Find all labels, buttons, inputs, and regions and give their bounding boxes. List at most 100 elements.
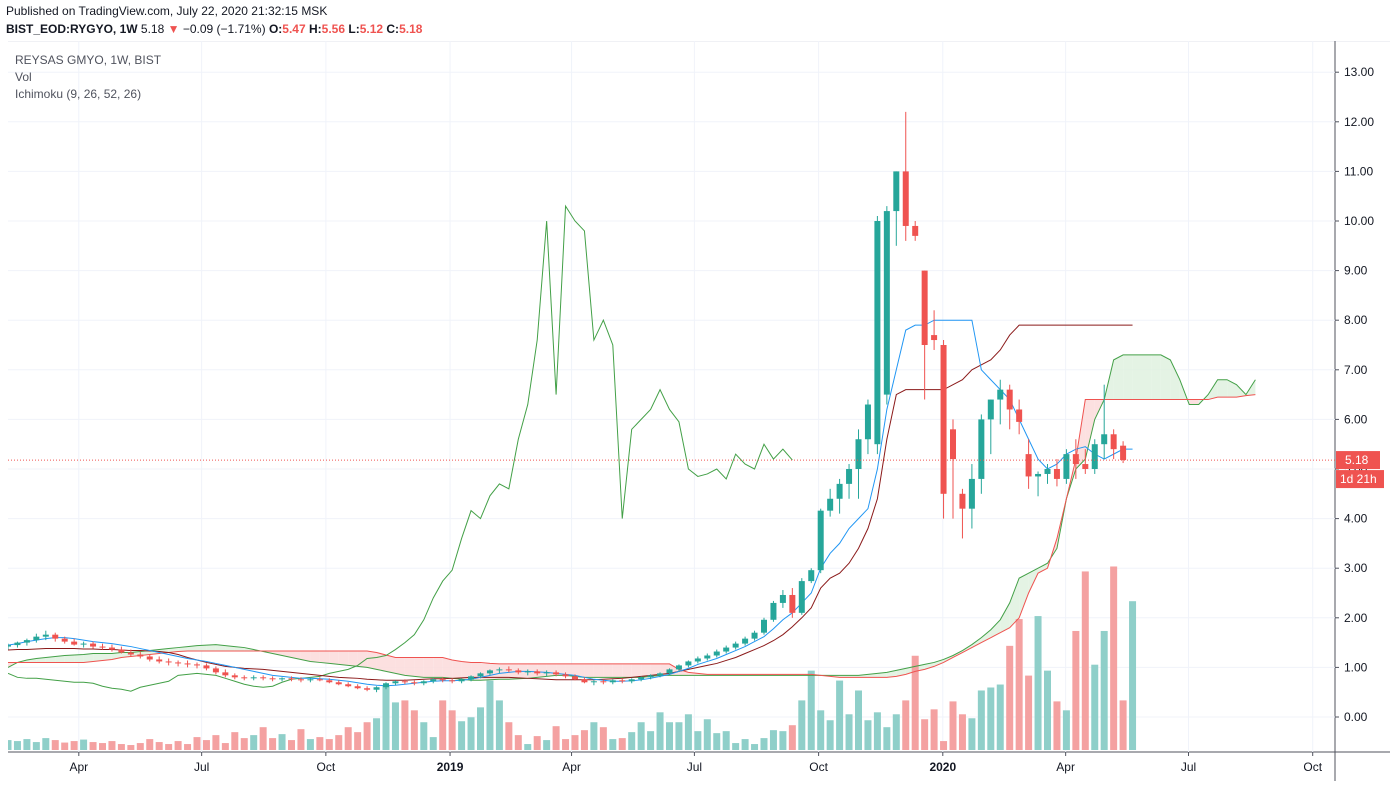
ichimoku-cloud-segment xyxy=(348,651,358,667)
volume-bar xyxy=(61,742,69,750)
candle-body xyxy=(628,679,635,682)
y-tick-label: 3.00 xyxy=(1344,561,1368,575)
volume-bar xyxy=(968,718,976,750)
ichimoku-cloud-segment xyxy=(1028,568,1039,593)
x-tick-label: Jul xyxy=(194,760,209,774)
candle-body xyxy=(827,498,834,511)
ichimoku-cloud-segment xyxy=(1132,354,1142,400)
volume-bar xyxy=(448,710,456,750)
candle-body xyxy=(439,679,446,681)
candle-body xyxy=(222,672,229,676)
candle-body xyxy=(345,684,352,687)
close-value: 5.18 xyxy=(399,22,423,36)
candle-body xyxy=(458,679,465,682)
volume-bar xyxy=(13,741,21,750)
candle-body xyxy=(165,661,172,663)
candle-body xyxy=(657,673,664,676)
y-tick-label: 12.00 xyxy=(1344,115,1374,129)
volume-bar xyxy=(855,690,862,750)
candle-body xyxy=(798,581,805,613)
volume-bar xyxy=(722,731,730,750)
volume-bar xyxy=(514,735,522,750)
ichimoku-cloud-segment xyxy=(395,657,405,676)
volume-bar xyxy=(949,701,957,750)
candle-body xyxy=(203,665,210,669)
legend-ichimoku[interactable]: Ichimoku (9, 26, 52, 26) xyxy=(15,87,142,101)
volume-bar xyxy=(155,742,163,750)
chart-frame[interactable]: 13.0012.0011.0010.009.008.007.006.005.00… xyxy=(4,40,1390,781)
volume-bar xyxy=(647,731,655,750)
candle-body xyxy=(184,663,191,665)
y-tick-label: 2.00 xyxy=(1344,611,1368,625)
volume-bar xyxy=(458,721,466,750)
volume-bar xyxy=(477,707,484,750)
volume-bar xyxy=(1006,645,1014,750)
candle-body xyxy=(354,686,361,689)
candle-body xyxy=(61,638,68,642)
candle-body xyxy=(515,670,522,673)
volume-bar xyxy=(89,742,97,750)
ichimoku-cloud-segment xyxy=(93,653,103,662)
candle-body xyxy=(817,510,824,571)
candle-body xyxy=(250,677,257,679)
volume-bar xyxy=(1072,630,1080,750)
volume-bar xyxy=(977,690,985,750)
published-caption: Published on TradingView.com, July 22, 2… xyxy=(6,4,327,18)
volume-bar xyxy=(51,740,59,750)
y-tick-label: 13.00 xyxy=(1344,65,1374,79)
price-chart[interactable]: 13.0012.0011.0010.009.008.007.006.005.00… xyxy=(4,40,1390,781)
ichimoku-cloud-segment xyxy=(329,651,339,665)
ichimoku-cloud-segment xyxy=(83,653,94,663)
volume-bar xyxy=(599,727,607,750)
volume-bar xyxy=(439,700,447,750)
candle-body xyxy=(761,619,767,633)
volume-bar xyxy=(732,743,740,750)
candle-body xyxy=(931,335,938,341)
candle-body xyxy=(477,673,484,677)
volume-bar xyxy=(344,727,352,750)
candle-body xyxy=(609,680,616,683)
ichimoku-cloud-segment xyxy=(537,663,547,678)
candle-body xyxy=(156,659,163,662)
candle-body xyxy=(704,655,711,659)
open-label: O: xyxy=(268,22,283,36)
candle-body xyxy=(723,647,730,652)
x-tick-label: 2020 xyxy=(929,760,956,774)
ichimoku-cloud-segment xyxy=(206,644,216,652)
ichimoku-cloud-segment xyxy=(1227,379,1237,398)
volume-bar xyxy=(902,700,910,750)
ichimoku-cloud-segment xyxy=(612,663,623,678)
ichimoku-cloud-segment xyxy=(1085,399,1095,460)
candle-body xyxy=(383,683,389,688)
candle-body xyxy=(1120,445,1127,461)
volume-bar xyxy=(373,718,381,750)
volume-bar xyxy=(4,740,12,750)
ichimoku-cloud-segment xyxy=(102,653,112,661)
countdown-box xyxy=(1336,470,1384,489)
x-tick-label: Jul xyxy=(687,760,702,774)
x-tick-label: Apr xyxy=(1056,760,1075,774)
volume-bar xyxy=(221,743,229,750)
ichimoku-cloud-segment xyxy=(272,651,283,656)
legend-volume[interactable]: Vol xyxy=(15,70,32,84)
volume-bar xyxy=(486,680,494,750)
volume-bar xyxy=(958,714,966,750)
candle-body xyxy=(33,636,40,641)
y-tick-label: 10.00 xyxy=(1344,214,1374,228)
candle-body xyxy=(1006,389,1013,410)
volume-bar xyxy=(940,741,948,750)
volume-bar xyxy=(1053,701,1061,750)
ichimoku-cloud-segment xyxy=(414,657,424,678)
ichimoku-cloud-segment xyxy=(225,645,235,652)
volume-bar xyxy=(836,680,844,750)
y-tick-label: 1.00 xyxy=(1344,660,1368,674)
candle-body xyxy=(127,652,134,655)
volume-bar xyxy=(354,732,362,750)
ichimoku-cloud-segment xyxy=(1038,563,1048,574)
candle-body xyxy=(666,669,673,674)
ohlc-bar: BIST_EOD:RYGYO, 1W 5.18 ▼ −0.09 (−1.71%)… xyxy=(6,22,422,36)
volume-bar xyxy=(429,737,437,750)
candle-body xyxy=(789,594,796,613)
volume-bar xyxy=(278,734,286,750)
volume-bar xyxy=(410,710,418,750)
